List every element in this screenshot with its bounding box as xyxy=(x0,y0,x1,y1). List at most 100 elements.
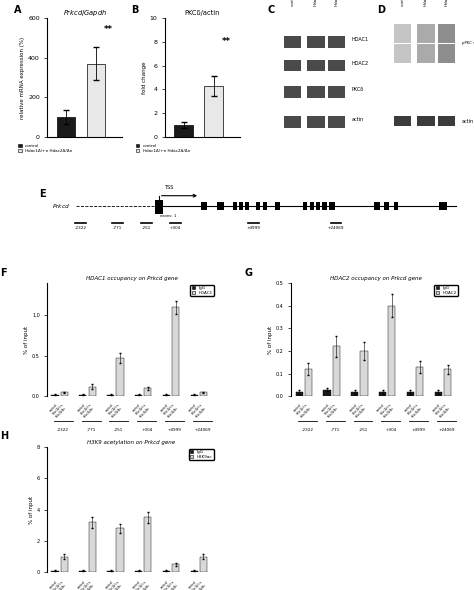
Bar xyxy=(255,202,260,211)
Text: Hdac1Δ/+n
Hdac2Δ/Δn: Hdac1Δ/+n Hdac2Δ/Δn xyxy=(163,403,179,419)
Bar xyxy=(191,571,198,572)
Bar xyxy=(438,24,455,30)
Bar xyxy=(163,395,170,396)
Bar xyxy=(174,125,193,137)
Text: B: B xyxy=(131,5,138,15)
Text: +304: +304 xyxy=(170,226,181,230)
Text: Hdac1Δ/+n
Hdac2Δ/Δn: Hdac1Δ/+n Hdac2Δ/Δn xyxy=(379,403,395,419)
Bar xyxy=(284,60,301,71)
Bar xyxy=(52,395,59,396)
Bar xyxy=(333,346,340,396)
Text: -2322: -2322 xyxy=(57,428,69,432)
Bar xyxy=(438,44,455,50)
Legend: control, Hdac1Δ/+n Hdac2Δ/Δn: control, Hdac1Δ/+n Hdac2Δ/Δn xyxy=(136,144,190,153)
Bar xyxy=(417,44,435,50)
Text: control: control xyxy=(293,403,303,413)
Text: H: H xyxy=(0,431,9,441)
Text: HDAC1: HDAC1 xyxy=(352,37,369,42)
Bar xyxy=(438,51,455,57)
Text: Hdac1Δ/+n
Hdac2Δ/Δn: Hdac1Δ/+n Hdac2Δ/Δn xyxy=(191,580,207,590)
Bar xyxy=(307,60,325,71)
Bar xyxy=(116,529,124,572)
Text: control: control xyxy=(49,403,59,413)
Title: HDAC2 occupancy on Prkcd gene: HDAC2 occupancy on Prkcd gene xyxy=(330,276,421,281)
Bar xyxy=(417,51,435,57)
Legend: IgG, HDAC1: IgG, HDAC1 xyxy=(191,285,214,296)
Text: control: control xyxy=(132,403,142,413)
Bar xyxy=(305,369,312,396)
Bar xyxy=(417,116,435,126)
Bar xyxy=(135,395,142,396)
Text: HDAC2: HDAC2 xyxy=(352,61,369,65)
Bar xyxy=(284,35,301,48)
Text: +4999: +4999 xyxy=(168,428,182,432)
Text: control: control xyxy=(188,580,198,590)
Bar xyxy=(323,389,330,396)
Bar xyxy=(394,57,411,63)
Text: Hdac1Δ/+n: Hdac1Δ/+n xyxy=(314,0,318,6)
Bar xyxy=(384,202,389,211)
Text: -251: -251 xyxy=(142,226,151,230)
Bar xyxy=(444,369,451,396)
Text: control: control xyxy=(404,403,414,413)
Text: control: control xyxy=(432,403,442,413)
Text: Hdac1Δ/+n
Hdac2Δ/Δn: Hdac1Δ/+n Hdac2Δ/Δn xyxy=(80,403,96,419)
Text: exons: 1: exons: 1 xyxy=(160,214,176,218)
Text: $\it{Prkcd}$: $\it{Prkcd}$ xyxy=(52,202,70,209)
Bar xyxy=(52,571,59,572)
Text: -771: -771 xyxy=(113,226,122,230)
Text: Hdac1Δ/+n
Hdac2Δ/Δn: Hdac1Δ/+n Hdac2Δ/Δn xyxy=(191,403,207,419)
Bar xyxy=(79,571,86,572)
Text: E: E xyxy=(39,189,46,198)
Bar xyxy=(417,37,435,43)
Bar xyxy=(163,571,170,572)
Text: control: control xyxy=(76,580,86,590)
Text: +304: +304 xyxy=(385,428,396,432)
Bar xyxy=(417,57,435,63)
Bar xyxy=(322,202,327,211)
Text: Hdac1Δ/+n
Hdac2Δ/Δn: Hdac1Δ/+n Hdac2Δ/Δn xyxy=(107,403,124,419)
Bar xyxy=(172,307,179,396)
Bar xyxy=(144,517,151,572)
Bar xyxy=(307,86,325,98)
Text: Hdac2Δ/Δn: Hdac2Δ/Δn xyxy=(444,0,448,6)
Bar xyxy=(155,200,163,214)
Y-axis label: % of input: % of input xyxy=(29,496,34,523)
Text: C: C xyxy=(268,5,275,15)
Bar xyxy=(438,57,455,63)
Text: control: control xyxy=(401,0,404,6)
Text: Hdac1Δ/+n
Hdac2Δ/Δn: Hdac1Δ/+n Hdac2Δ/Δn xyxy=(52,580,68,590)
Text: F: F xyxy=(0,268,7,278)
Text: Hdac1Δ/+n
Hdac2Δ/Δn: Hdac1Δ/+n Hdac2Δ/Δn xyxy=(135,580,151,590)
Bar xyxy=(296,392,303,396)
Legend: control, Hdac1Δ/+n Hdac2Δ/Δn: control, Hdac1Δ/+n Hdac2Δ/Δn xyxy=(18,144,73,153)
Text: control: control xyxy=(132,580,142,590)
Bar xyxy=(394,30,411,37)
Bar xyxy=(144,388,151,396)
Bar xyxy=(307,116,325,127)
Text: Hdac1Δ/+n
Hdac2Δ/Δn: Hdac1Δ/+n Hdac2Δ/Δn xyxy=(435,403,451,419)
Title: PKCδ/actin: PKCδ/actin xyxy=(185,10,220,16)
Text: control: control xyxy=(348,403,358,413)
Bar xyxy=(233,202,237,211)
Bar xyxy=(328,35,345,48)
Legend: IgG, HDAC2: IgG, HDAC2 xyxy=(434,285,458,296)
Bar xyxy=(388,306,395,396)
Bar xyxy=(416,367,423,396)
Bar xyxy=(394,116,411,126)
Bar xyxy=(394,51,411,57)
Bar xyxy=(394,44,411,50)
Bar xyxy=(438,116,455,126)
Bar xyxy=(307,35,325,48)
Text: control: control xyxy=(104,403,114,413)
Title: $\it{Prkcd/Gapdh}$: $\it{Prkcd/Gapdh}$ xyxy=(63,8,107,18)
Text: -2322: -2322 xyxy=(301,428,313,432)
Text: TSS: TSS xyxy=(164,185,173,191)
Bar xyxy=(439,202,447,211)
Text: Hdac1Δ/+n: Hdac1Δ/+n xyxy=(424,0,428,6)
Text: control: control xyxy=(160,580,170,590)
Text: +24069: +24069 xyxy=(194,428,210,432)
Bar xyxy=(275,202,280,211)
Text: +24069: +24069 xyxy=(438,428,455,432)
Text: Hdac2Δ/Δn: Hdac2Δ/Δn xyxy=(334,0,338,6)
